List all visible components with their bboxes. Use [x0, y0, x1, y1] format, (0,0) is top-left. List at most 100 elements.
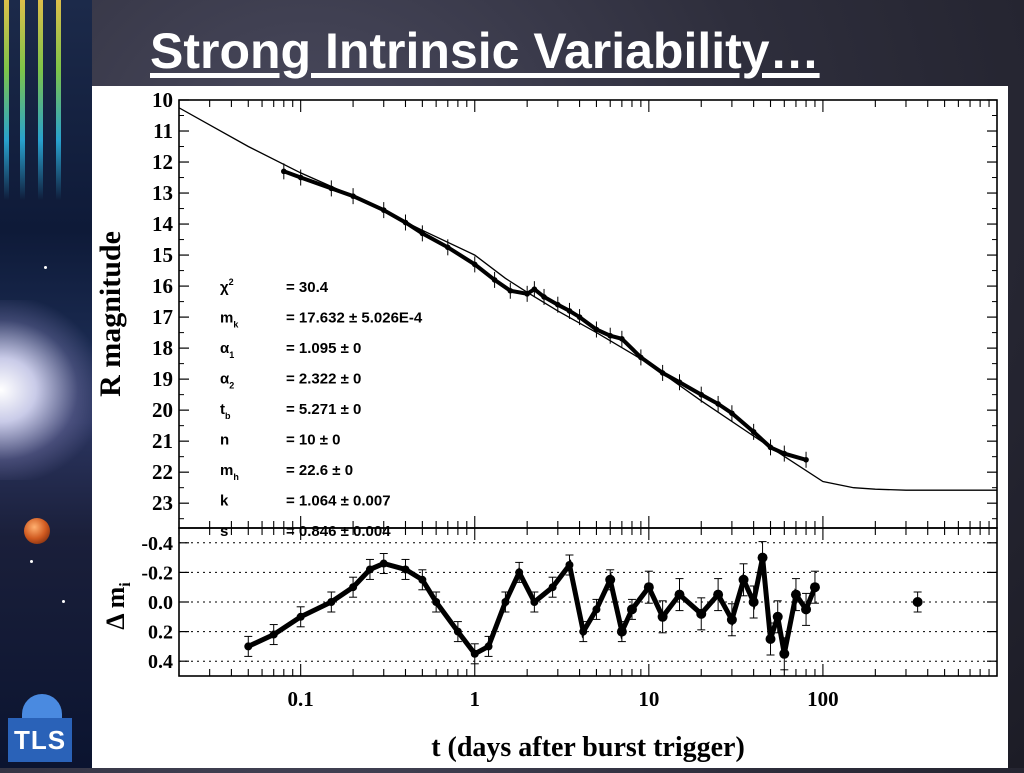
- x-axis-label: t (days after burst trigger): [431, 732, 745, 763]
- planet-decoration: [24, 518, 50, 544]
- residual-point: [515, 568, 524, 577]
- observation-point: [531, 286, 538, 292]
- y-tick-label: 19: [152, 367, 173, 391]
- residual-point: [565, 561, 574, 569]
- y-tick-label: 17: [152, 305, 173, 329]
- observation-point: [659, 370, 666, 376]
- observation-point: [380, 207, 387, 213]
- residual-point: [790, 589, 801, 600]
- observation-point: [328, 185, 335, 192]
- residual-point: [726, 614, 737, 625]
- residual-point: [809, 582, 820, 593]
- observation-point: [593, 326, 600, 333]
- observation-point: [767, 444, 774, 451]
- residual-point: [470, 649, 479, 658]
- observation-point: [638, 354, 644, 361]
- residual-y-tick-label: -0.4: [141, 533, 173, 555]
- residual-point: [296, 612, 305, 621]
- y-tick-label: 14: [152, 212, 174, 236]
- residual-point: [432, 598, 441, 606]
- observation-point: [781, 450, 788, 457]
- residual-point: [772, 611, 783, 622]
- chart-panel: 10 11 12 13 14 15 16 17 18 19 20 21 22 23 χ2 = 30.4 mk = …: [92, 86, 1008, 768]
- y-tick-label: 21: [152, 429, 173, 453]
- residual-y-tick-label: -0.2: [141, 562, 173, 584]
- residual-point: [365, 565, 374, 574]
- y-tick-label: 13: [152, 181, 173, 205]
- y-tick-label: 16: [152, 274, 173, 298]
- residual-point: [453, 627, 462, 636]
- galaxy-glow-decoration: [0, 300, 100, 480]
- observation-point: [715, 401, 721, 407]
- residual-axis-label: Δ mi: [101, 582, 134, 630]
- observation-point: [471, 261, 478, 268]
- residual-point: [327, 598, 336, 606]
- y-tick-label: 10: [152, 88, 173, 112]
- observation-point: [803, 456, 809, 463]
- y-axis-label: R magnitude: [94, 231, 127, 397]
- residual-point: [605, 574, 616, 585]
- y-tick-label: 22: [152, 460, 173, 484]
- observation-point: [676, 379, 683, 386]
- observation-point: [491, 277, 498, 283]
- observation-point: [698, 391, 705, 398]
- fit-parameter-name: mh: [220, 462, 239, 482]
- residual-point: [643, 582, 654, 593]
- residual-y-tick-label: 0.0: [148, 592, 173, 614]
- residual-point: [626, 604, 637, 615]
- residual-point: [269, 630, 278, 639]
- residual-point: [801, 604, 812, 615]
- observation-point: [576, 314, 583, 320]
- laser-beam-decoration: [20, 0, 25, 200]
- observation-point: [607, 332, 614, 339]
- residual-point: [484, 642, 493, 651]
- residual-point: [674, 589, 685, 600]
- observation-point: [566, 308, 573, 314]
- fit-parameter-name: tb: [220, 401, 231, 421]
- x-tick-label: 0.1: [288, 687, 314, 711]
- fit-parameter-value: = 10 ± 0: [286, 432, 341, 449]
- residual-point: [779, 648, 790, 659]
- light-curve-chart: 10 11 12 13 14 15 16 17 18 19 20 21 22 23 χ2 = 30.4 mk = …: [94, 88, 998, 763]
- residual-point: [912, 597, 923, 607]
- residual-point: [418, 575, 427, 584]
- y-tick-label: 11: [153, 119, 173, 143]
- laser-beam-decoration: [38, 0, 43, 200]
- residual-panel: -0.4 -0.2 0.0 0.2 0.4 0.1 1 10 100: [141, 527, 998, 711]
- observation-point: [507, 287, 514, 294]
- residual-point: [748, 597, 759, 607]
- fit-parameter-name: n: [220, 432, 229, 449]
- residual-point: [530, 598, 539, 606]
- fit-parameter-name: mk: [220, 310, 239, 330]
- decorative-side-strip: TLS: [0, 0, 100, 768]
- magnitude-panel: 10 11 12 13 14 15 16 17 18 19 20 21 22 23 χ2 = 30.4 mk = …: [152, 88, 998, 676]
- observation-point: [619, 336, 625, 342]
- observation-point: [297, 174, 304, 181]
- residual-point: [548, 583, 557, 592]
- residual-point: [579, 627, 588, 636]
- residual-point: [592, 605, 601, 614]
- residuals-line: [247, 557, 818, 658]
- y-tick-label: 20: [152, 398, 173, 422]
- observation-point: [524, 291, 530, 297]
- residual-point: [244, 642, 253, 651]
- y-tick-label: 18: [152, 336, 173, 360]
- residual-point: [713, 589, 724, 600]
- x-tick-label: 1: [470, 687, 481, 711]
- fit-parameter-value: = 1.095 ± 0: [286, 340, 361, 357]
- observation-point: [555, 301, 561, 308]
- residuals-group: [244, 541, 923, 671]
- star-decoration: [30, 560, 33, 563]
- y-tick-label: 15: [152, 243, 173, 267]
- observation-point: [444, 244, 451, 251]
- observation-point: [402, 219, 409, 226]
- residual-point: [501, 598, 510, 606]
- residual-point: [379, 559, 388, 568]
- residual-axis-label-sub: i: [117, 582, 134, 587]
- laser-beam-decoration: [4, 0, 9, 200]
- fit-parameter-name: α2: [220, 371, 234, 391]
- observation-point: [750, 429, 757, 435]
- star-decoration: [44, 266, 47, 269]
- observation-point: [541, 294, 547, 300]
- observation-point: [729, 410, 735, 417]
